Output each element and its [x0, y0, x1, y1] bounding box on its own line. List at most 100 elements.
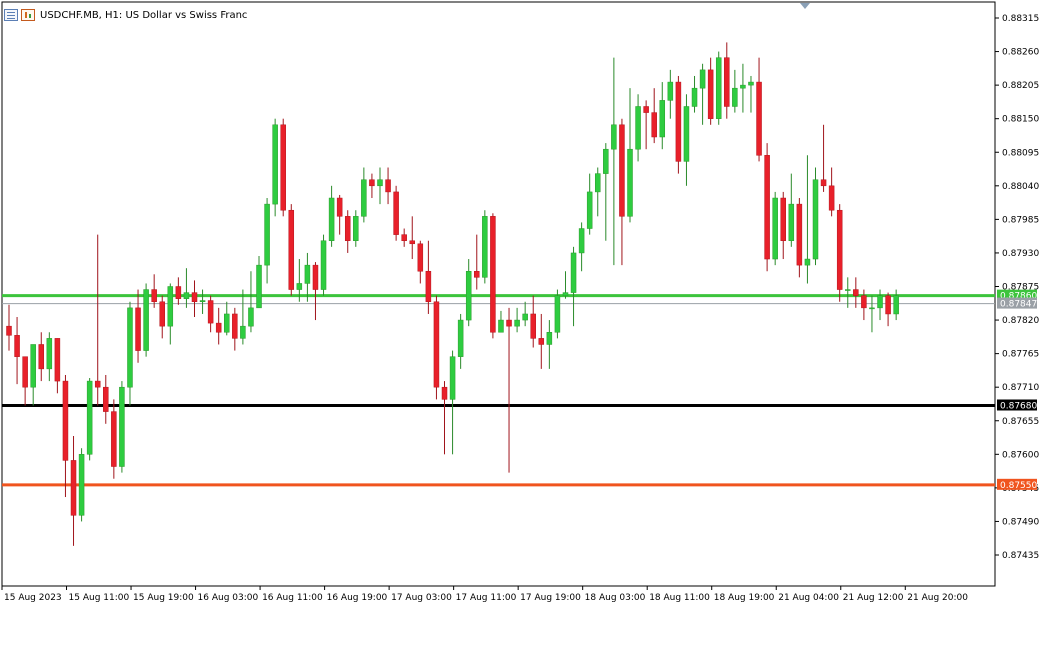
candle-body [611, 124, 617, 150]
candle [748, 75, 754, 113]
candle-body [224, 313, 230, 333]
candle-body [474, 270, 480, 278]
candle-body [683, 106, 690, 162]
candle-body [409, 240, 415, 245]
candle [594, 167, 601, 217]
candle [546, 320, 553, 369]
candle [94, 234, 101, 406]
price-level-badge [997, 478, 1037, 490]
candle [127, 301, 133, 406]
candle [893, 289, 899, 321]
candle [578, 222, 585, 272]
candle [490, 213, 496, 339]
candlestick-chart[interactable]: 0.88315 0.88260 0.88205 0.88150 0.88095 0.880… [0, 0, 1048, 610]
candle [248, 271, 254, 333]
price-level-label: 0.87860 [997, 289, 1037, 302]
time-tick-label: 17 Aug 03:00 [391, 593, 452, 603]
time-tick-label: 15 Aug 11:00 [69, 593, 130, 603]
candle [667, 69, 674, 119]
candle [296, 259, 303, 302]
candle [6, 304, 12, 351]
time-tick-label: 16 Aug 03:00 [198, 593, 259, 603]
candle-body [643, 106, 649, 113]
candle-body [570, 252, 577, 293]
candle-body [78, 454, 85, 516]
time-tick-label: 18 Aug 19:00 [714, 593, 775, 603]
price-level-value: 0.87680 [1000, 401, 1037, 411]
candle-body [103, 386, 109, 412]
candle [38, 332, 45, 382]
candle-body [675, 81, 682, 162]
price-level-badge [997, 399, 1037, 411]
candle [506, 307, 512, 473]
candle-body [240, 325, 246, 339]
candle [393, 185, 399, 241]
candle [232, 307, 238, 351]
candle-body [119, 386, 125, 467]
candle [328, 185, 335, 247]
price-tick-label: 0.87655 [1002, 417, 1039, 427]
candle [724, 42, 730, 119]
candle [159, 295, 165, 339]
candle-body [457, 319, 464, 357]
candle [54, 338, 61, 394]
candle-body [594, 173, 601, 193]
candle [853, 277, 859, 308]
time-tick-label: 17 Aug 11:00 [456, 593, 517, 603]
candle-body [353, 216, 359, 241]
candle [62, 374, 69, 498]
price-tick-label: 0.87820 [1002, 316, 1039, 326]
candle-body [328, 197, 335, 241]
candle [562, 271, 569, 299]
candle [135, 289, 141, 363]
candle [845, 277, 851, 308]
candle-body [715, 57, 722, 119]
candle [224, 301, 230, 336]
candle [675, 75, 682, 174]
candle-body [538, 338, 545, 345]
candle-body [232, 313, 238, 339]
list-icon[interactable] [4, 9, 18, 21]
candle-body [691, 87, 698, 107]
candle-body [780, 197, 786, 241]
candle-body [869, 307, 875, 310]
candle-body [22, 356, 28, 388]
shift-marker-icon[interactable] [800, 3, 810, 9]
price-tick-label: 0.87765 [1002, 350, 1039, 360]
candle-body [764, 155, 770, 260]
candle [643, 100, 649, 150]
candle [482, 210, 488, 284]
time-tick-label: 15 Aug 19:00 [133, 593, 194, 603]
chart-window[interactable]: USDCHF.MB, H1: US Dollar vs Swiss Franc … [0, 0, 1048, 610]
time-tick-label: 18 Aug 11:00 [649, 593, 710, 603]
candle-body [449, 356, 456, 400]
candle [788, 173, 795, 247]
candle [820, 124, 827, 192]
candle [804, 155, 811, 284]
candle-body [425, 270, 432, 303]
candle [869, 295, 875, 333]
candle-body [70, 460, 77, 516]
candle-body [506, 319, 512, 327]
candle-body [845, 289, 851, 291]
price-tick-label: 0.87710 [1002, 383, 1039, 393]
candle-body [707, 69, 714, 119]
price-tick-label: 0.87600 [1002, 450, 1039, 460]
candle-body [836, 209, 843, 290]
candle-body [167, 286, 174, 327]
candle-body [272, 124, 278, 205]
candle [183, 268, 190, 308]
candle-body [336, 197, 343, 217]
candle-body [191, 292, 198, 303]
time-tick-label: 21 Aug 20:00 [907, 593, 968, 603]
candle [586, 173, 593, 235]
price-tick-label: 0.87930 [1002, 249, 1039, 259]
price-level-badge [997, 297, 1037, 309]
candle-body [393, 191, 399, 235]
bar-chart-icon[interactable] [21, 9, 35, 21]
candle [377, 167, 383, 205]
candle-body [401, 234, 407, 241]
candle [433, 295, 440, 400]
candle-body [893, 295, 899, 315]
price-tick-label: 0.87490 [1002, 517, 1039, 527]
